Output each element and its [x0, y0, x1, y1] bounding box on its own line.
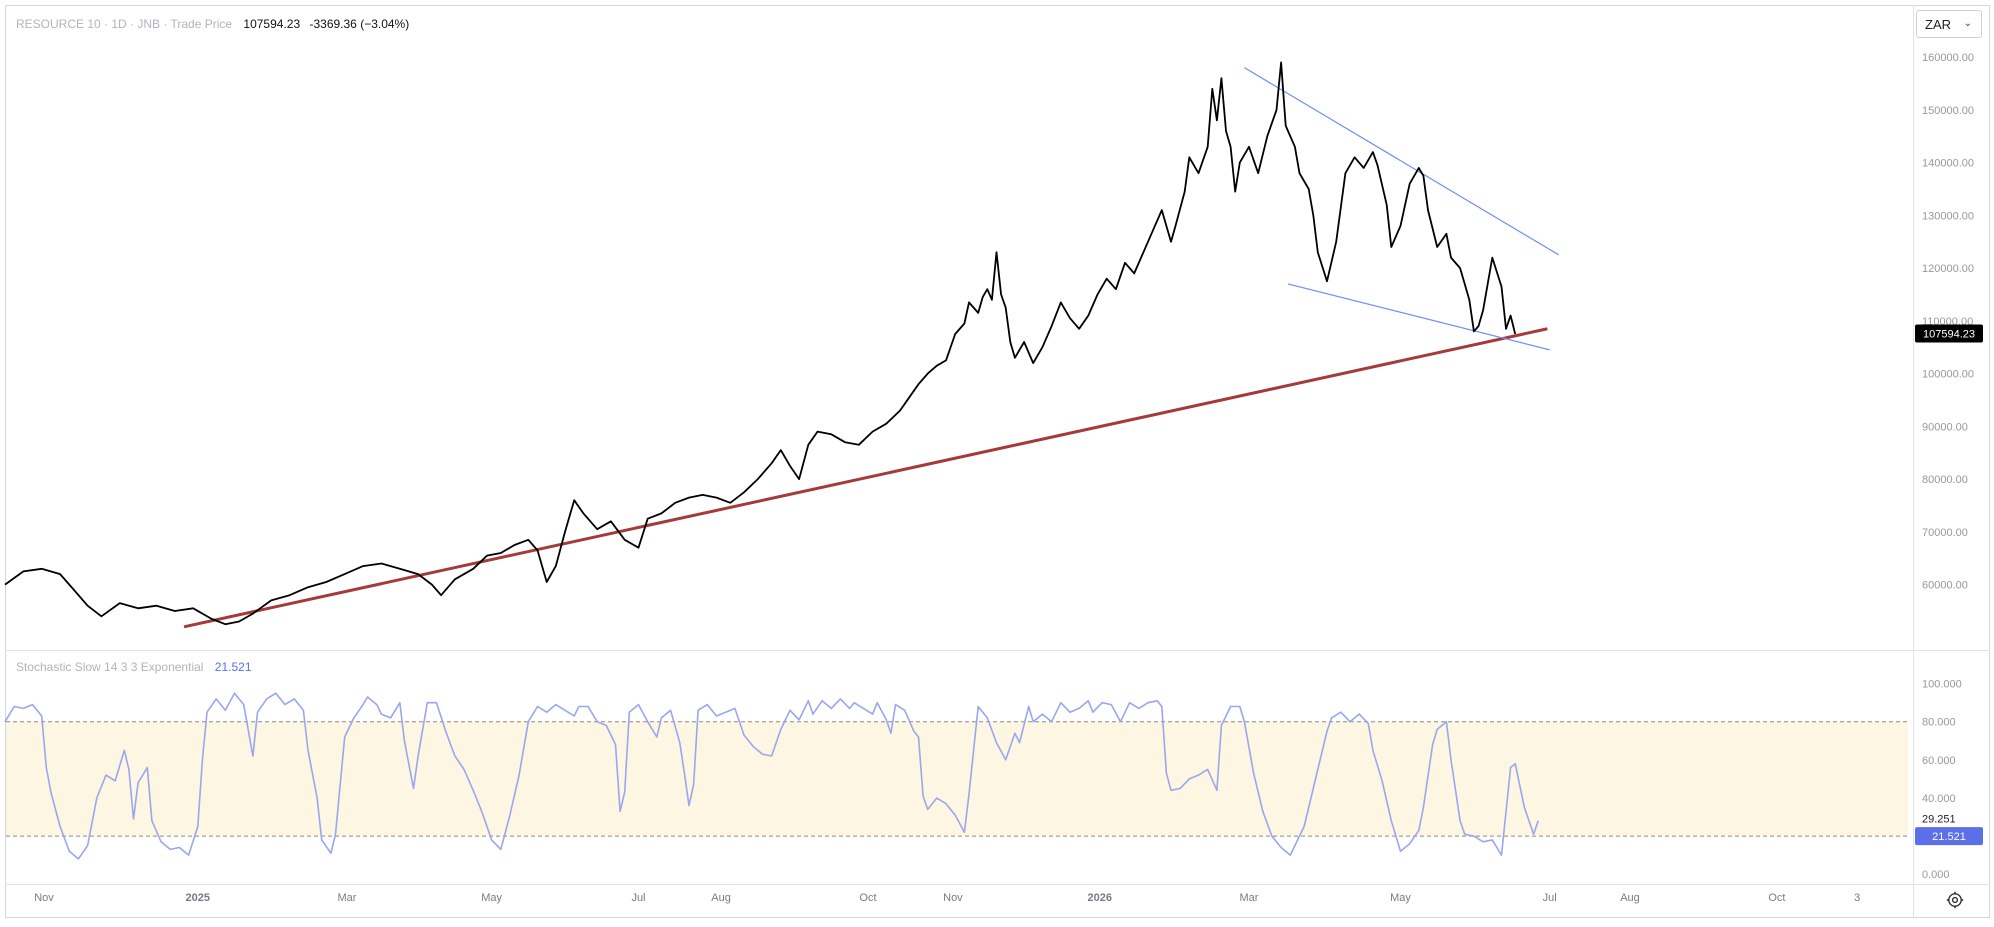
price-tick-label: 130000.00 — [1922, 210, 1974, 222]
time-tick-label: Jul — [631, 892, 645, 904]
time-tick-label: 2025 — [186, 892, 210, 904]
time-tick-label: Jul — [1543, 892, 1557, 904]
currency-value: ZAR — [1925, 16, 1951, 32]
stochastic-tick-label: 0.000 — [1922, 869, 1950, 881]
price-tick-label: 150000.00 — [1922, 105, 1974, 117]
axis-labels: 107594.23 29.251 21.521 — [1915, 324, 1983, 846]
time-tick-label: Nov — [34, 892, 54, 904]
price-tick-label: 100000.00 — [1922, 369, 1974, 381]
price-tick-label: 80000.00 — [1922, 474, 1968, 486]
price-tick-label: 120000.00 — [1922, 263, 1974, 275]
time-tick-label: Aug — [1620, 892, 1640, 904]
time-tick-label: 3 — [1854, 892, 1860, 904]
price-tick-label: 70000.00 — [1922, 527, 1968, 539]
channel-upper-line[interactable] — [1244, 67, 1560, 256]
price-series-line[interactable] — [4, 61, 1517, 626]
time-tick-label: Mar — [338, 892, 357, 904]
price-tick-label: 90000.00 — [1922, 421, 1968, 433]
stochastic-tick-label: 40.000 — [1922, 793, 1956, 805]
price-axis[interactable]: 160000.00 150000.00 140000.00 130000.00 1200… — [1922, 52, 1974, 592]
header-line: RESOURCE 10 · 1D · JNB · Trade Price 107… — [16, 17, 409, 31]
change-value: -3369.36 (−3.04%) — [309, 17, 409, 31]
indicator-header[interactable]: Stochastic Slow 14 3 3 Exponential 21.52… — [16, 660, 252, 674]
stochastic-pane — [4, 692, 1908, 860]
stochastic-other-value: 29.251 — [1922, 813, 1956, 825]
gear-icon — [1946, 891, 1964, 909]
stochastic-tick-label: 60.000 — [1922, 755, 1956, 767]
settings-button[interactable] — [1942, 887, 1968, 913]
chevron-down-icon: ⌄ — [1963, 18, 1972, 29]
last-value: 107594.23 — [243, 17, 300, 31]
time-tick-label: Nov — [943, 892, 963, 904]
time-tick-label: 2026 — [1088, 892, 1112, 904]
indicator-value: 21.521 — [215, 660, 252, 674]
currency-select[interactable]: ZAR ⌄ — [1916, 10, 1982, 38]
price-pane — [4, 61, 1560, 629]
time-tick-label: Oct — [859, 892, 876, 904]
time-tick-label: Mar — [1240, 892, 1259, 904]
stochastic-value-label-bg — [1915, 827, 1983, 846]
price-tick-label: 160000.00 — [1922, 52, 1974, 64]
stochastic-tick-label: 100.000 — [1922, 679, 1962, 691]
chart-frame — [5, 5, 1990, 918]
time-tick-label: May — [1390, 892, 1411, 904]
time-tick-label: May — [481, 892, 502, 904]
symbol-line: RESOURCE 10 · 1D · JNB · Trade Price — [16, 17, 232, 31]
stochastic-value-label: 21.521 — [1932, 831, 1966, 843]
last-price-label-bg — [1915, 324, 1983, 343]
time-axis[interactable]: Nov 2025 Mar May Jul Aug Oct Nov 2026 Mar May Jul Au… — [34, 892, 1860, 904]
support-trendline[interactable] — [183, 327, 1548, 629]
stochastic-tick-label: 80.000 — [1922, 717, 1956, 729]
price-tick-label: 60000.00 — [1922, 580, 1968, 592]
time-tick-label: Aug — [711, 892, 731, 904]
channel-lower-line[interactable] — [1287, 283, 1550, 351]
price-tick-label: 140000.00 — [1922, 158, 1974, 170]
indicator-title: Stochastic Slow 14 3 3 Exponential — [16, 660, 203, 674]
time-tick-label: Oct — [1768, 892, 1785, 904]
last-price-label: 107594.23 — [1923, 329, 1975, 341]
stochastic-series-line[interactable] — [4, 692, 1539, 860]
